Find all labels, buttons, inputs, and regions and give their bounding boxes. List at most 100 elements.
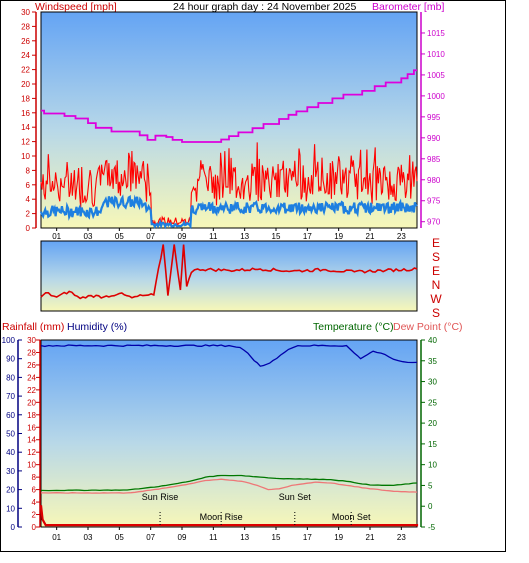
temperature-x-tick-label: 15 [272, 533, 281, 542]
rain-tick-label: 12 [27, 448, 36, 457]
temperature-tick-label: 35 [428, 357, 437, 366]
barometer-tick-label: 1005 [427, 71, 445, 80]
wind-tick-label: 16 [21, 109, 30, 118]
temperature-x-tick-label: 21 [366, 533, 375, 542]
barometer-tick-label: 985 [427, 155, 441, 164]
astronomy-annotations: Sun Rise Moon Rise Sun Set Moon Set [142, 492, 371, 525]
humidity-tick-label: 70 [6, 392, 15, 401]
temperature-tick-label: 25 [428, 398, 437, 407]
dewpoint-axis-title: Dew Point (°C) [393, 321, 463, 333]
annotation-label: Sun Set [279, 492, 312, 502]
temperature-tick-label: 10 [428, 461, 437, 470]
wind-x-tick-label: 05 [115, 232, 124, 241]
wind-tick-label: 22 [21, 66, 30, 75]
wind-x-tick-label: 19 [334, 232, 343, 241]
humidity-tick-label: 50 [6, 430, 15, 439]
wind-average-line [39, 194, 418, 230]
humidity-tick-label: 80 [6, 373, 15, 382]
direction-label: S [432, 306, 440, 320]
rain-tick-label: 24 [27, 373, 36, 382]
wind-x-tick-label: 11 [209, 232, 218, 241]
humidity-tick-label: 40 [6, 448, 15, 457]
wind-x-tick-label: 17 [303, 232, 312, 241]
temperature-x-tick-label: 11 [209, 533, 218, 542]
barometer-tick-label: 1000 [427, 92, 445, 101]
barometer-line [41, 69, 417, 143]
temperature-tick-label: 0 [428, 502, 433, 511]
direction-label: W [430, 292, 442, 306]
direction-label: E [432, 236, 440, 250]
wind-x-tick-label: 07 [146, 232, 155, 241]
barometer-tick-label: 1015 [427, 29, 445, 38]
graph-title: 24 hour graph day : 24 November 2025 [173, 1, 356, 13]
rain-tick-label: 28 [27, 348, 36, 357]
wind-series [39, 69, 418, 230]
temperature-x-tick-label: 23 [397, 533, 406, 542]
wind-x-tick-label: 03 [84, 232, 93, 241]
rain-tick-label: 20 [27, 398, 36, 407]
rainfall-axis-title: Rainfall (mm) [2, 321, 64, 333]
temperature-tick-label: -5 [428, 523, 436, 532]
wind-tick-label: 20 [21, 80, 30, 89]
humidity-tick-label: 90 [6, 355, 15, 364]
rain-tick-label: 10 [27, 461, 36, 470]
rainfall-line [39, 505, 419, 527]
barometer-tick-label: 980 [427, 176, 441, 185]
humidity-tick-label: 20 [6, 486, 15, 495]
barometer-tick-label: 990 [427, 134, 441, 143]
rain-tick-label: 26 [27, 361, 36, 370]
humidity-tick-label: 0 [11, 523, 16, 532]
temperature-x-tick-label: 03 [84, 533, 93, 542]
wind-tick-label: 2 [26, 210, 31, 219]
wind-tick-label: 30 [21, 8, 30, 17]
rain-tick-label: 18 [27, 411, 36, 420]
humidity-axis-title: Humidity (%) [67, 321, 127, 333]
wind-tick-label: 0 [26, 224, 31, 233]
wind-x-tick-label: 01 [52, 232, 61, 241]
wind-plot-area [40, 11, 418, 229]
rain-tick-label: 30 [27, 336, 36, 345]
temperature-tick-label: 30 [428, 378, 437, 387]
humidity-tick-label: 60 [6, 411, 15, 420]
temperature-x-tick-label: 01 [52, 533, 61, 542]
direction-label: S [432, 250, 440, 264]
barometer-tick-label: 995 [427, 113, 441, 122]
annotation-label: Moon Rise [200, 512, 243, 522]
direction-label: E [432, 264, 440, 278]
wind-tick-label: 18 [21, 94, 30, 103]
temperature-x-tick-label: 17 [303, 533, 312, 542]
humidity-tick-label: 10 [6, 504, 15, 513]
temperature-x-tick-label: 19 [334, 533, 343, 542]
temperature-plot-area [40, 339, 418, 528]
annotation-label: Sun Rise [142, 492, 179, 502]
temperature-series [39, 344, 419, 527]
direction-label: N [432, 278, 441, 292]
wind-tick-label: 26 [21, 37, 30, 46]
barometer-axis-ticks: 970 975 980 985 990 995 1000 1005 1010 1015 [420, 12, 445, 228]
humidity-tick-label: 30 [6, 467, 15, 476]
barometer-tick-label: 1010 [427, 50, 445, 59]
rain-tick-label: 16 [27, 423, 36, 432]
wind-tick-label: 14 [21, 123, 30, 132]
dew-point-line [41, 478, 418, 494]
temperature-axis-title: Temperature (°C) [313, 321, 394, 333]
direction-series [40, 244, 418, 300]
wind-tick-label: 28 [21, 22, 30, 31]
wind-x-tick-label: 21 [366, 232, 375, 241]
wind-tick-label: 4 [26, 195, 31, 204]
temperature-tick-label: 15 [428, 440, 437, 449]
annotation-label: Moon Set [332, 512, 371, 522]
temperature-x-tick-label: 09 [178, 533, 187, 542]
barometer-axis-title: Barometer [mb] [372, 1, 444, 13]
wind-tick-label: 10 [21, 152, 30, 161]
wind-direction-line [40, 244, 418, 300]
rain-tick-label: 2 [32, 511, 37, 520]
rain-tick-label: 8 [32, 473, 37, 482]
wind-tick-label: 8 [26, 166, 31, 175]
barometer-tick-label: 970 [427, 218, 441, 227]
windspeed-axis-title: Windspeed [mph] [35, 1, 117, 13]
temperature-line [40, 474, 418, 492]
